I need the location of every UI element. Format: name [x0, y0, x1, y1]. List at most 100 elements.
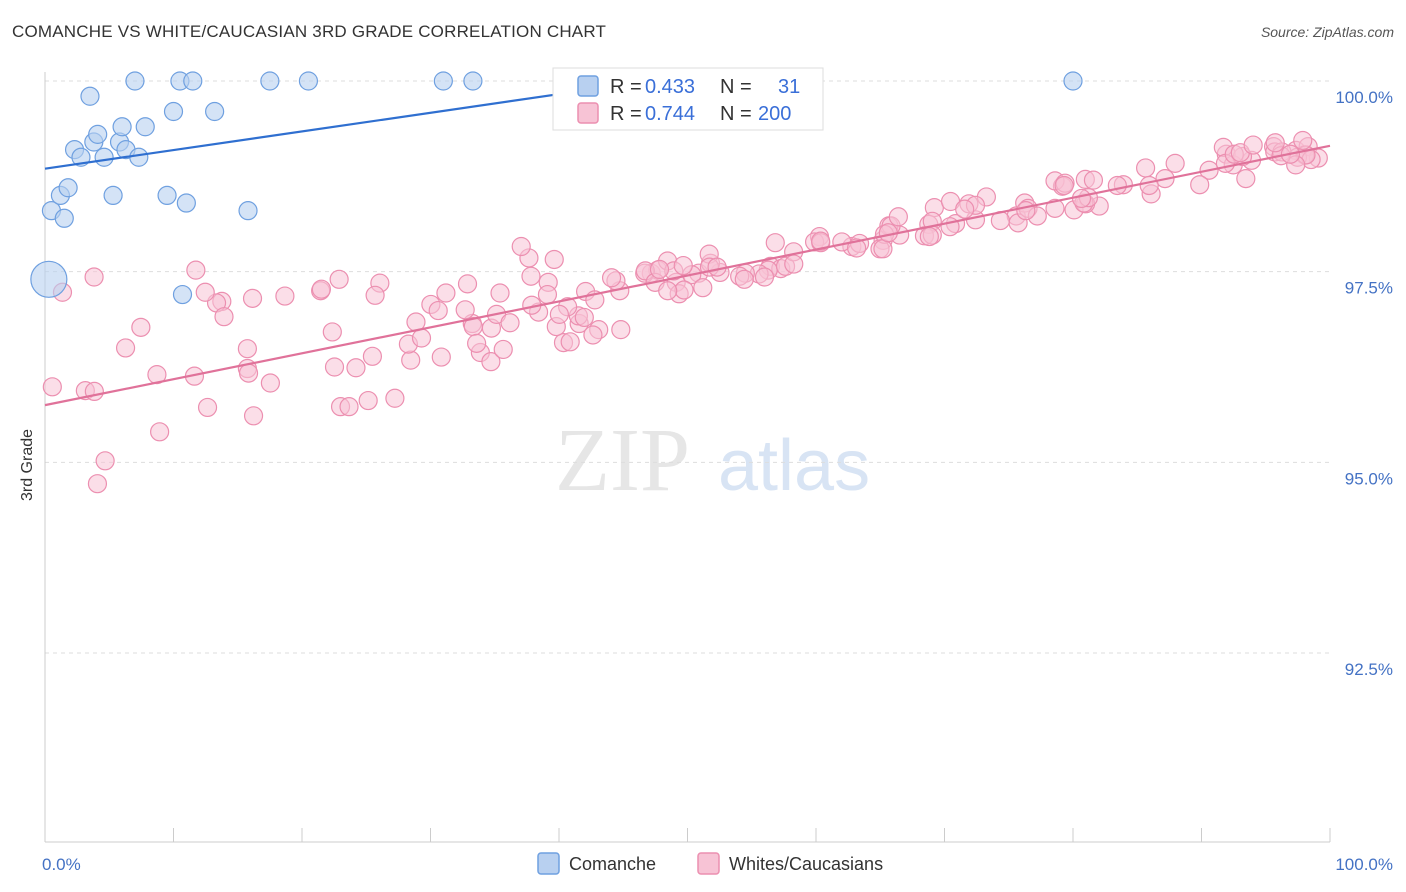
white-point-178 [649, 259, 670, 279]
comanche-point-9 [88, 124, 108, 144]
white-point-78 [500, 313, 520, 333]
comanche-points [30, 71, 1083, 305]
legend-n-label-1: N = [720, 76, 752, 98]
y-axis-label: 3rd Grade [19, 429, 36, 501]
comanche-point-18 [125, 71, 145, 91]
comanche-point-7 [80, 86, 100, 106]
white-point-158 [1071, 188, 1092, 209]
legend-r-label-1: R = [610, 76, 642, 98]
white-point-15 [385, 388, 405, 408]
white-point-10 [765, 233, 785, 253]
white-point-184 [658, 281, 678, 301]
bottom-legend-white: Whites/Caucasians [729, 854, 883, 874]
white-point-110 [358, 390, 378, 411]
white-point-16 [84, 267, 104, 287]
white-point-113 [115, 338, 136, 358]
white-point-8 [324, 357, 345, 377]
comanche-point-28 [433, 71, 453, 91]
series-legend: Comanche Whites/Caucasians [537, 852, 883, 875]
white-point-86 [1165, 153, 1185, 173]
white-point-191 [919, 226, 939, 247]
white-point-160 [583, 325, 603, 345]
comanche-point-23 [205, 101, 225, 122]
white-point-173 [707, 257, 727, 277]
white-point-80 [611, 320, 631, 340]
white-point-136 [481, 352, 501, 372]
legend-r-value-comanche: 0.433 [645, 76, 695, 98]
axes [44, 72, 1331, 843]
bottom-legend-comanche: Comanche [569, 854, 656, 874]
comanche-point-20 [176, 193, 196, 213]
trend-lines [44, 83, 1331, 407]
white-point-61 [238, 363, 259, 383]
white-trend-line [44, 144, 1331, 407]
white-point-187 [955, 199, 975, 219]
white-point-150 [873, 239, 893, 259]
white-point-161 [436, 283, 456, 303]
white-point-118 [131, 317, 151, 337]
white-point-174 [521, 266, 541, 286]
white-point-62 [242, 288, 263, 308]
white-point-81 [537, 284, 558, 305]
comanche-point-17 [157, 185, 177, 205]
white-point-133 [1293, 130, 1313, 151]
white-point-168 [455, 300, 475, 320]
white-point-40 [1045, 198, 1065, 218]
legend-r-label-2: R = [610, 103, 642, 125]
tick-labels: 92.5% 95.0% 97.5% 100.0% 0.0% 100.0% [42, 88, 1393, 874]
white-point-82 [329, 269, 349, 289]
white-point-146 [1083, 170, 1104, 190]
legend-swatch-white [577, 102, 599, 124]
white-point-157 [754, 267, 775, 287]
white-point-79 [214, 307, 234, 327]
white-point-167 [457, 274, 478, 294]
comanche-point-27 [298, 71, 319, 91]
white-point-116 [1136, 158, 1156, 178]
white-point-197 [1054, 175, 1074, 196]
comanche-point-19 [163, 101, 184, 122]
watermark: ZIP atlas [555, 411, 870, 510]
comanche-point-16 [129, 147, 149, 167]
white-point-92 [560, 332, 580, 352]
comanche-point-29 [463, 71, 483, 91]
white-point-134 [511, 236, 531, 257]
white-point-140 [693, 278, 713, 298]
comanche-point-11 [103, 185, 123, 205]
white-point-198 [1139, 175, 1159, 196]
comanche-point-24 [238, 201, 258, 221]
white-point-190 [365, 285, 385, 305]
white-point-192 [311, 279, 332, 299]
y-tick-label-3: 100.0% [1335, 88, 1393, 107]
white-point-199 [150, 422, 170, 442]
white-point-170 [601, 268, 622, 288]
comanche-point-22 [183, 71, 203, 91]
white-point-66 [490, 283, 510, 303]
bottom-legend-swatch-comanche [537, 852, 560, 875]
white-point-65 [411, 328, 432, 348]
x-tick-label-1: 100.0% [1335, 855, 1393, 874]
white-point-193 [544, 249, 564, 270]
white-point-67 [346, 358, 366, 378]
white-point-147 [431, 347, 451, 367]
comanche-point-26 [260, 71, 280, 91]
white-point-109 [275, 286, 295, 306]
white-point-162 [339, 397, 359, 417]
white-point-154 [1236, 169, 1256, 189]
legend-n-value-white: 200 [758, 103, 791, 125]
white-point-183 [1016, 201, 1036, 221]
white-point-101 [674, 280, 694, 300]
white-point-89 [1190, 175, 1210, 195]
white-point-164 [195, 282, 215, 302]
white-point-29 [322, 322, 342, 342]
white-point-111 [673, 255, 693, 276]
bottom-legend-swatch-white [697, 852, 720, 875]
comanche-point-13 [112, 117, 132, 137]
white-point-152 [237, 339, 257, 359]
x-tick-label-0: 0.0% [42, 855, 81, 874]
y-tick-label-1: 95.0% [1345, 469, 1393, 488]
white-point-120 [84, 381, 104, 402]
legend-swatch-comanche [577, 75, 599, 97]
chart-source: Source: ZipAtlas.com [1260, 24, 1394, 40]
legend-n-value-comanche: 31 [778, 76, 800, 98]
